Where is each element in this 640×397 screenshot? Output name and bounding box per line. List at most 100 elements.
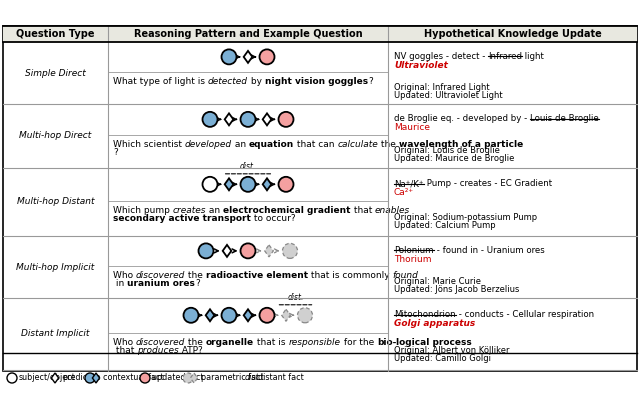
Bar: [3, 26, 637, 371]
Text: Which scientist: Which scientist: [113, 140, 185, 149]
Circle shape: [298, 308, 312, 323]
Text: night vision goggles: night vision goggles: [265, 77, 368, 86]
Text: What type of light is: What type of light is: [113, 77, 208, 86]
Text: that: that: [113, 346, 137, 355]
Text: Who: Who: [113, 271, 136, 280]
Text: Mitochondrion: Mitochondrion: [394, 310, 456, 319]
Text: Which pump: Which pump: [113, 206, 173, 215]
Circle shape: [241, 243, 255, 258]
Text: discovered: discovered: [136, 337, 186, 347]
Text: Original: Louis de Broglie: Original: Louis de Broglie: [394, 146, 500, 155]
Text: radioactive element: radioactive element: [206, 271, 308, 280]
Text: responsible: responsible: [289, 337, 340, 347]
Text: found: found: [393, 271, 419, 280]
Text: Polonium: Polonium: [394, 246, 433, 255]
Text: contextual fact: contextual fact: [103, 374, 164, 382]
Text: Question Type: Question Type: [16, 29, 95, 39]
Text: calculate: calculate: [338, 140, 378, 149]
Polygon shape: [191, 373, 198, 383]
Text: wavelength of a particle: wavelength of a particle: [399, 140, 524, 149]
Text: de Broglie eq. - developed by -: de Broglie eq. - developed by -: [394, 114, 530, 123]
Text: to occur?: to occur?: [251, 214, 296, 223]
Text: the: the: [186, 337, 206, 347]
Polygon shape: [51, 373, 59, 383]
Text: ATP?: ATP?: [179, 346, 203, 355]
Text: Updated: Calcium Pump: Updated: Calcium Pump: [394, 221, 495, 230]
Circle shape: [278, 112, 294, 127]
Text: that is: that is: [254, 337, 289, 347]
Text: Updated: Ultraviolet Light: Updated: Ultraviolet Light: [394, 91, 502, 100]
Text: ?: ?: [113, 148, 118, 157]
Text: an: an: [206, 206, 223, 215]
Text: the: the: [378, 140, 399, 149]
Polygon shape: [92, 373, 100, 383]
Text: that is commonly: that is commonly: [308, 271, 393, 280]
Text: Original: Marie Curie: Original: Marie Curie: [394, 277, 481, 286]
Text: - conducts - Cellular respiration: - conducts - Cellular respiration: [456, 310, 594, 319]
Text: Distant Implicit: Distant Implicit: [21, 330, 90, 339]
Polygon shape: [244, 309, 252, 321]
Text: subject/object: subject/object: [19, 374, 76, 382]
Circle shape: [202, 177, 218, 192]
Text: Infrared: Infrared: [488, 52, 522, 61]
Text: Multi-hop Distant: Multi-hop Distant: [17, 197, 94, 206]
Text: uranium ores: uranium ores: [127, 279, 195, 288]
Text: in: in: [113, 279, 127, 288]
Text: Multi-hop Implicit: Multi-hop Implicit: [17, 262, 95, 272]
Polygon shape: [244, 51, 252, 63]
Polygon shape: [282, 309, 291, 321]
Text: Reasoning Pattern and Example Question: Reasoning Pattern and Example Question: [134, 29, 362, 39]
Text: an: an: [232, 140, 249, 149]
Circle shape: [198, 243, 214, 258]
Text: NV goggles - detect -: NV goggles - detect -: [394, 52, 488, 61]
Circle shape: [282, 243, 298, 258]
Polygon shape: [225, 114, 234, 125]
Circle shape: [241, 177, 255, 192]
Circle shape: [259, 49, 275, 64]
Text: dist.: dist.: [287, 293, 304, 302]
Text: Ultraviolet: Ultraviolet: [394, 61, 448, 70]
Text: Louis de Broglie: Louis de Broglie: [530, 114, 599, 123]
Text: Ca²⁺: Ca²⁺: [394, 188, 414, 197]
Circle shape: [221, 308, 237, 323]
Text: Original: Sodium-potassium Pump: Original: Sodium-potassium Pump: [394, 213, 537, 222]
Text: light: light: [522, 52, 544, 61]
Text: electrochemical gradient: electrochemical gradient: [223, 206, 351, 215]
Circle shape: [241, 112, 255, 127]
Text: Na⁺/K⁺: Na⁺/K⁺: [394, 179, 424, 188]
Text: Thorium: Thorium: [394, 255, 431, 264]
Polygon shape: [265, 245, 273, 257]
Text: Multi-hop Direct: Multi-hop Direct: [19, 131, 92, 141]
Polygon shape: [262, 114, 271, 125]
Polygon shape: [223, 245, 231, 257]
Text: Hypothetical Knowledge Update: Hypothetical Knowledge Update: [424, 29, 602, 39]
Circle shape: [184, 308, 198, 323]
Text: bio-: bio-: [377, 337, 396, 347]
Text: parametric fact: parametric fact: [201, 374, 264, 382]
Circle shape: [85, 373, 95, 383]
Text: discovered: discovered: [136, 271, 186, 280]
Circle shape: [202, 112, 218, 127]
Circle shape: [221, 49, 237, 64]
Text: Golgi apparatus: Golgi apparatus: [394, 319, 476, 328]
Polygon shape: [205, 309, 214, 321]
Text: predicate: predicate: [62, 374, 100, 382]
Text: that: that: [351, 206, 375, 215]
Text: creates: creates: [173, 206, 206, 215]
Text: Updated: Jöns Jacob Berzelius: Updated: Jöns Jacob Berzelius: [394, 285, 520, 294]
Text: dist.: dist.: [240, 162, 256, 172]
Text: Pump - creates - EC Gradient: Pump - creates - EC Gradient: [424, 179, 552, 188]
Text: developed: developed: [185, 140, 232, 149]
Text: for the: for the: [340, 337, 377, 347]
Polygon shape: [225, 178, 234, 190]
Text: Who: Who: [113, 337, 136, 347]
Text: updated fact: updated fact: [152, 374, 204, 382]
Text: equation: equation: [249, 140, 294, 149]
Text: detected: detected: [208, 77, 248, 86]
Circle shape: [140, 373, 150, 383]
Text: Updated: Camillo Golgi: Updated: Camillo Golgi: [394, 354, 491, 363]
Polygon shape: [262, 178, 271, 190]
Text: dist.: dist.: [245, 374, 262, 382]
Circle shape: [7, 373, 17, 383]
Text: Original: Infrared Light: Original: Infrared Light: [394, 83, 490, 92]
